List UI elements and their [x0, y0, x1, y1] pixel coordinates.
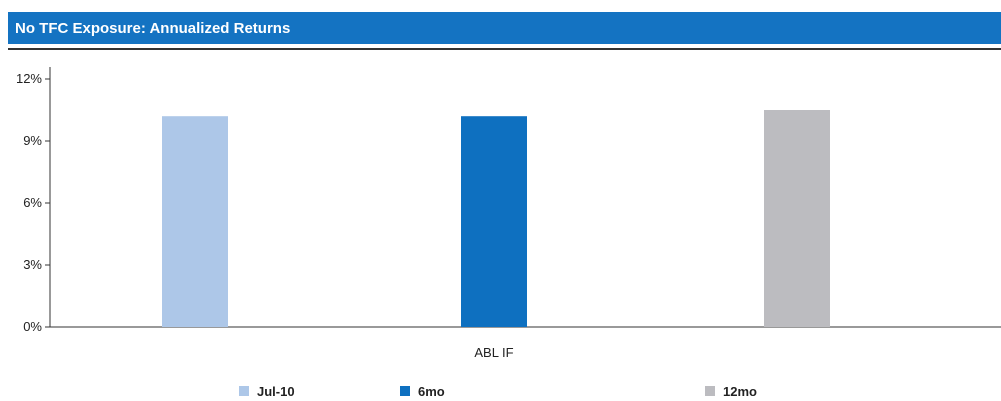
y-tick-label: 6%	[23, 195, 42, 210]
legend-label-6mo: 6mo	[418, 384, 445, 399]
chart-title-bar: No TFC Exposure: Annualized Returns	[8, 12, 1001, 44]
y-tick-label: 3%	[23, 257, 42, 272]
chart-title: No TFC Exposure: Annualized Returns	[15, 19, 291, 37]
y-tick-label: 12%	[16, 71, 42, 86]
legend-label-jul-10: Jul-10	[257, 384, 295, 399]
legend-swatch-jul-10	[239, 386, 249, 396]
y-tick-label: 9%	[23, 133, 42, 148]
bar-12mo	[764, 110, 830, 327]
legend-label-12mo: 12mo	[723, 384, 757, 399]
x-category-label: ABL IF	[474, 345, 513, 360]
title-divider	[8, 48, 1001, 50]
bar-6mo	[461, 116, 527, 327]
bar-jul-10	[162, 116, 228, 327]
legend-swatch-12mo	[705, 386, 715, 396]
legend-swatch-6mo	[400, 386, 410, 396]
y-tick-label: 0%	[23, 319, 42, 334]
